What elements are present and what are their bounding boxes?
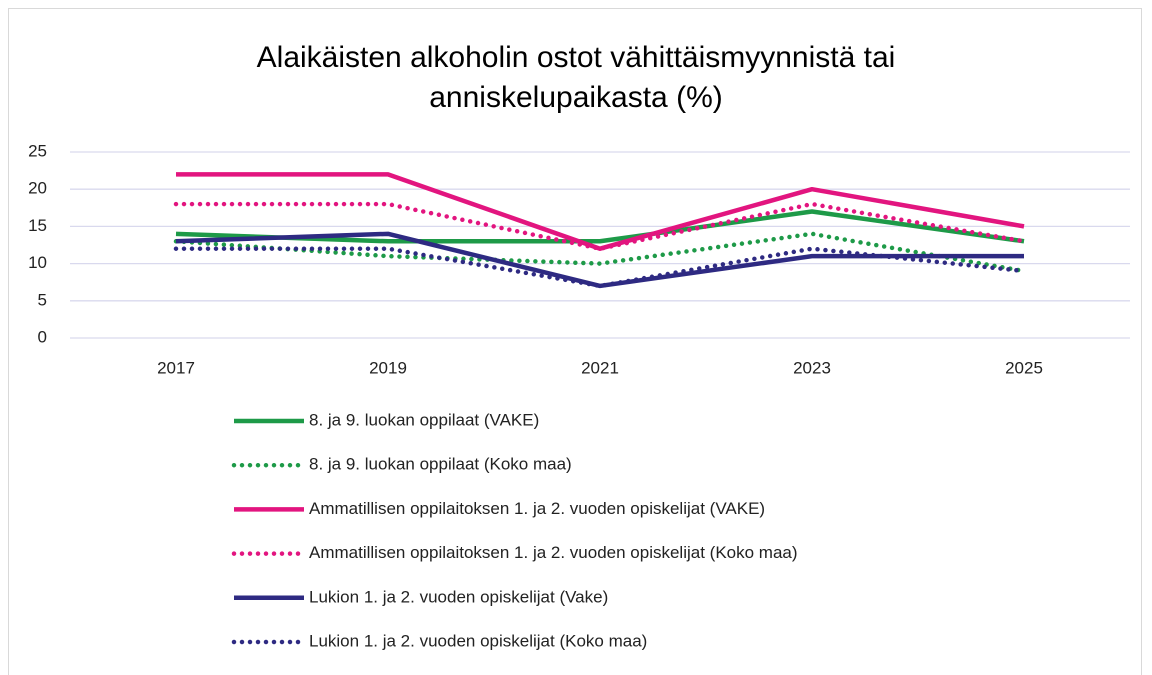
x-tick-label: 2025 [1005,358,1043,377]
legend-label: Ammatillisen oppilaitoksen 1. ja 2. vuod… [309,543,798,562]
legend-label: 8. ja 9. luokan oppilaat (Koko maa) [309,455,572,474]
y-tick-label: 5 [38,290,47,309]
y-tick-label: 20 [28,179,47,198]
series-line [175,209,1025,244]
chart-frame [8,8,1142,675]
x-tick-label: 2021 [581,358,619,377]
y-tick-label: 10 [28,253,47,272]
x-tick-label: 2017 [157,358,195,377]
y-tick-label: 15 [28,216,47,235]
x-tick-label: 2023 [793,358,831,377]
chart-title: Alaikäisten alkoholin ostot vähittäismyy… [256,41,896,114]
legend-label: Lukion 1. ja 2. vuoden opiskelijat (Koko… [309,631,647,650]
x-tick-label: 2019 [369,358,407,377]
legend-label: 8. ja 9. luokan oppilaat (VAKE) [309,410,539,429]
y-tick-label: 0 [38,327,47,346]
legend-label: Lukion 1. ja 2. vuoden opiskelijat (Vake… [309,587,608,606]
series-line [176,172,1025,251]
series-line [173,246,1027,289]
series-line [173,231,1027,274]
y-tick-label: 25 [28,141,47,160]
legend-label: Ammatillisen oppilaitoksen 1. ja 2. vuod… [309,499,765,518]
